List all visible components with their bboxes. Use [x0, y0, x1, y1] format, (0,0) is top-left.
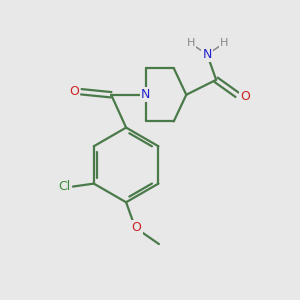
Text: O: O [69, 85, 79, 98]
Text: N: N [141, 88, 150, 101]
Text: N: N [202, 48, 212, 61]
Text: H: H [187, 38, 195, 47]
Text: H: H [219, 38, 228, 47]
Text: O: O [132, 221, 142, 234]
Text: O: O [241, 90, 250, 103]
Text: Cl: Cl [58, 180, 70, 193]
